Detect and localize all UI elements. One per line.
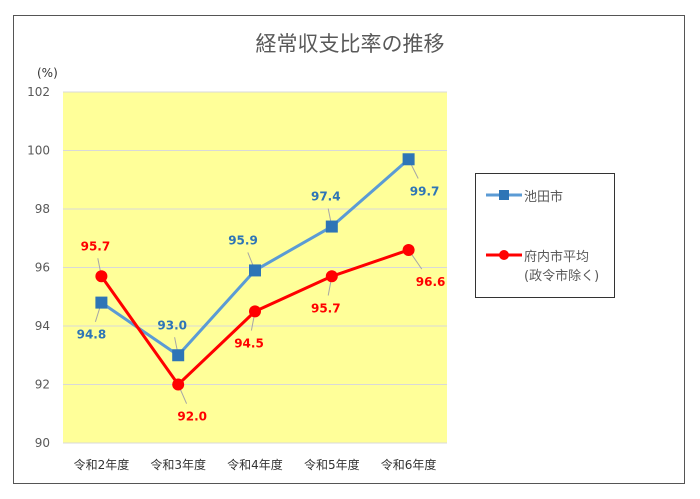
y-tick-label: 92	[35, 378, 50, 392]
y-tick-label: 98	[35, 202, 50, 216]
data-point-circle	[325, 270, 338, 283]
y-axis-unit: (%)	[37, 66, 58, 80]
y-tick-label: 94	[35, 319, 50, 333]
data-point-square	[249, 264, 261, 277]
data-point-circle	[249, 305, 261, 318]
data-label: 92.0	[177, 410, 207, 424]
data-label: 95.7	[311, 301, 341, 315]
data-label: 94.8	[77, 328, 107, 342]
legend-item-ikeda: 池田市	[486, 186, 563, 205]
data-point-square	[95, 296, 108, 309]
legend-label: 池田市	[524, 190, 564, 205]
data-label: 99.7	[410, 184, 440, 198]
data-label: 97.4	[311, 190, 341, 204]
y-tick-label: 100	[27, 144, 50, 158]
legend-item-prefecture-average: 府内市平均 (政令市除く)	[486, 246, 599, 284]
y-tick-label: 96	[35, 261, 50, 275]
chart-title: 経常収支比率の推移	[255, 32, 445, 56]
data-label: 94.5	[234, 336, 264, 350]
data-point-circle	[402, 243, 415, 256]
x-tick-label: 令和4年度	[227, 457, 283, 472]
x-tick-label: 令和2年度	[74, 457, 130, 472]
chart-frame	[13, 15, 685, 484]
x-tick-label: 令和5年度	[304, 457, 360, 472]
legend-circle-marker-icon	[486, 250, 522, 260]
y-tick-label: 90	[35, 436, 50, 450]
legend: 池田市 府内市平均 (政令市除く)	[475, 173, 615, 298]
data-label: 96.6	[416, 275, 446, 289]
data-label: 93.0	[157, 318, 187, 332]
data-label: 95.9	[228, 233, 258, 247]
data-point-circle	[172, 378, 185, 391]
data-point-square	[402, 153, 415, 166]
legend-label: 府内市平均	[524, 250, 590, 265]
x-tick-label: 令和6年度	[381, 457, 437, 472]
data-label: 95.7	[81, 239, 111, 253]
legend-label-line2: (政令市除く)	[524, 269, 600, 284]
data-point-square	[172, 349, 185, 362]
y-tick-label: 102	[27, 85, 50, 99]
x-tick-label: 令和3年度	[150, 457, 206, 472]
data-point-square	[325, 220, 338, 233]
data-point-circle	[95, 270, 108, 283]
legend-square-marker-icon	[486, 190, 522, 200]
